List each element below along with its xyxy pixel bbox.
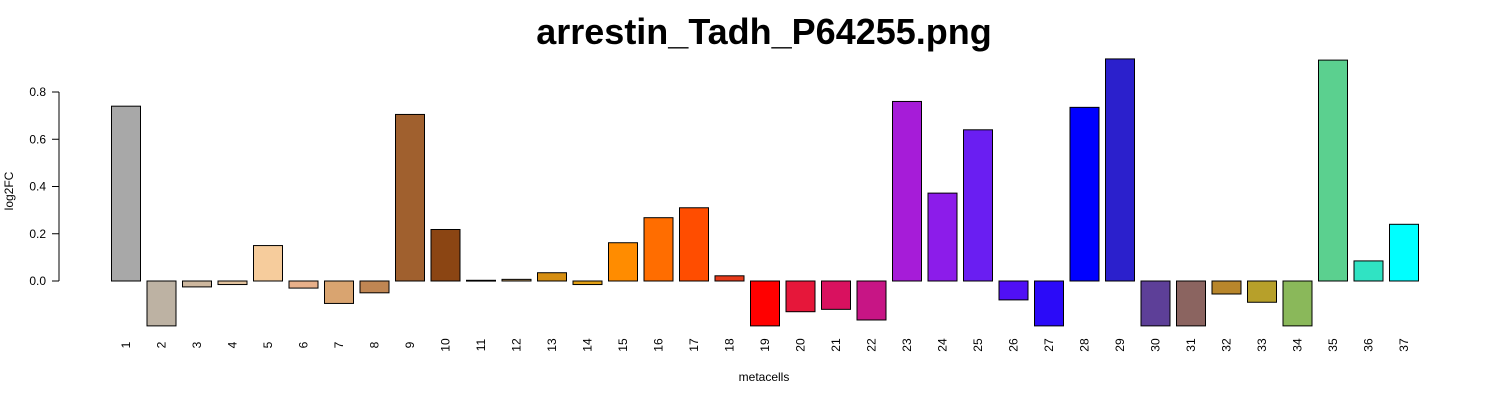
bars-group <box>111 58 1419 327</box>
bar-metacell-12 <box>501 278 532 282</box>
x-tick-label: 29 <box>1113 338 1127 352</box>
bar-metacell-15 <box>608 242 638 282</box>
y-tick-label: 0.2 <box>29 227 46 241</box>
bar-metacell-17 <box>679 207 709 282</box>
x-tick-label: 1 <box>119 341 133 348</box>
bar-metacell-20 <box>785 280 816 313</box>
bar-metacell-8 <box>359 280 390 294</box>
bar-metacell-1 <box>111 105 141 282</box>
bar-metacell-13 <box>537 272 567 282</box>
x-tick-label: 31 <box>1184 338 1198 352</box>
x-tick-label: 25 <box>971 338 985 352</box>
x-tick-label: 23 <box>900 338 914 352</box>
x-tick-label: 12 <box>510 338 524 352</box>
x-tick-label: 2 <box>155 341 169 348</box>
bar-metacell-21 <box>821 280 851 310</box>
bar-metacell-6 <box>288 280 319 289</box>
x-tick-label: 7 <box>332 341 346 348</box>
bar-metacell-35 <box>1318 59 1348 282</box>
bar-metacell-26 <box>998 280 1029 301</box>
bar-metacell-9 <box>395 113 425 282</box>
bar-metacell-36 <box>1353 260 1384 282</box>
x-tick-label: 4 <box>226 341 240 348</box>
x-tick-label: 32 <box>1220 338 1234 352</box>
bar-metacell-4 <box>217 280 248 286</box>
x-tick-label: 10 <box>439 338 453 352</box>
bar-metacell-25 <box>963 129 993 282</box>
x-tick-label: 11 <box>474 338 488 351</box>
y-tick-label: 0.0 <box>29 274 46 288</box>
y-tick-label: 0.4 <box>29 180 46 194</box>
bar-metacell-5 <box>253 245 283 282</box>
x-axis-label: metacells <box>739 370 790 384</box>
x-tick-label: 21 <box>829 338 843 352</box>
bar-metacell-37 <box>1389 223 1419 282</box>
x-tick-label: 28 <box>1078 338 1092 352</box>
bar-metacell-11 <box>466 279 496 282</box>
bar-metacell-14 <box>572 280 603 286</box>
x-tick-label: 9 <box>403 341 417 348</box>
bar-metacell-2 <box>146 280 177 327</box>
x-tick-label: 35 <box>1326 338 1340 352</box>
x-tick-label: 20 <box>794 338 808 352</box>
bar-metacell-29 <box>1105 58 1135 282</box>
bar-metacell-10 <box>430 228 461 282</box>
bar-metacell-33 <box>1247 280 1277 303</box>
x-tick-label: 18 <box>723 338 737 352</box>
x-tick-label: 6 <box>297 341 311 348</box>
bar-metacell-30 <box>1140 280 1171 327</box>
x-tick-label: 34 <box>1291 338 1305 352</box>
x-tick-label: 14 <box>581 338 595 352</box>
x-tick-label: 5 <box>261 341 275 348</box>
x-tick-label: 27 <box>1042 338 1056 352</box>
bar-metacell-3 <box>182 280 212 288</box>
y-tick-label: 0.8 <box>29 85 46 99</box>
x-tick-label: 15 <box>616 338 630 352</box>
x-tick-label: 36 <box>1362 338 1376 352</box>
x-tick-label: 37 <box>1397 338 1411 352</box>
x-tick-label: 33 <box>1255 338 1269 352</box>
x-tick-label: 3 <box>190 341 204 348</box>
bar-metacell-31 <box>1176 280 1206 327</box>
x-tick-label: 26 <box>1007 338 1021 352</box>
bar-metacell-22 <box>856 280 887 321</box>
bar-metacell-27 <box>1034 280 1064 327</box>
x-tick-label: 17 <box>687 338 701 352</box>
x-tick-label: 30 <box>1149 338 1163 352</box>
x-tick-label: 19 <box>758 338 772 352</box>
x-tick-label: 13 <box>545 338 559 352</box>
bar-metacell-28 <box>1069 106 1100 282</box>
y-tick-label: 0.6 <box>29 132 46 146</box>
bar-metacell-16 <box>643 217 674 282</box>
x-tick-label: 16 <box>652 338 666 352</box>
bar-metacell-23 <box>892 100 922 282</box>
x-tick-labels: 1 2 3 4 5 6 7 8 9 10 11 12 13 14 15 16 17 18 19 20 21 22 23 24 2… <box>119 338 1411 352</box>
y-axis-label: log2FC <box>2 171 16 210</box>
bar-metacell-7 <box>324 280 354 304</box>
x-tick-label: 8 <box>368 341 382 348</box>
x-tick-label: 24 <box>936 338 950 352</box>
bar-metacell-18 <box>714 275 745 282</box>
bar-metacell-34 <box>1282 280 1313 327</box>
x-tick-label: 22 <box>865 338 879 352</box>
y-axis: 0.0 0.2 0.4 0.6 0.8 <box>29 85 60 288</box>
bar-metacell-19 <box>750 280 780 327</box>
chart-title: arrestin_Tadh_P64255.png <box>536 11 992 52</box>
bar-metacell-32 <box>1211 280 1242 295</box>
bar-metacell-24 <box>927 192 958 282</box>
